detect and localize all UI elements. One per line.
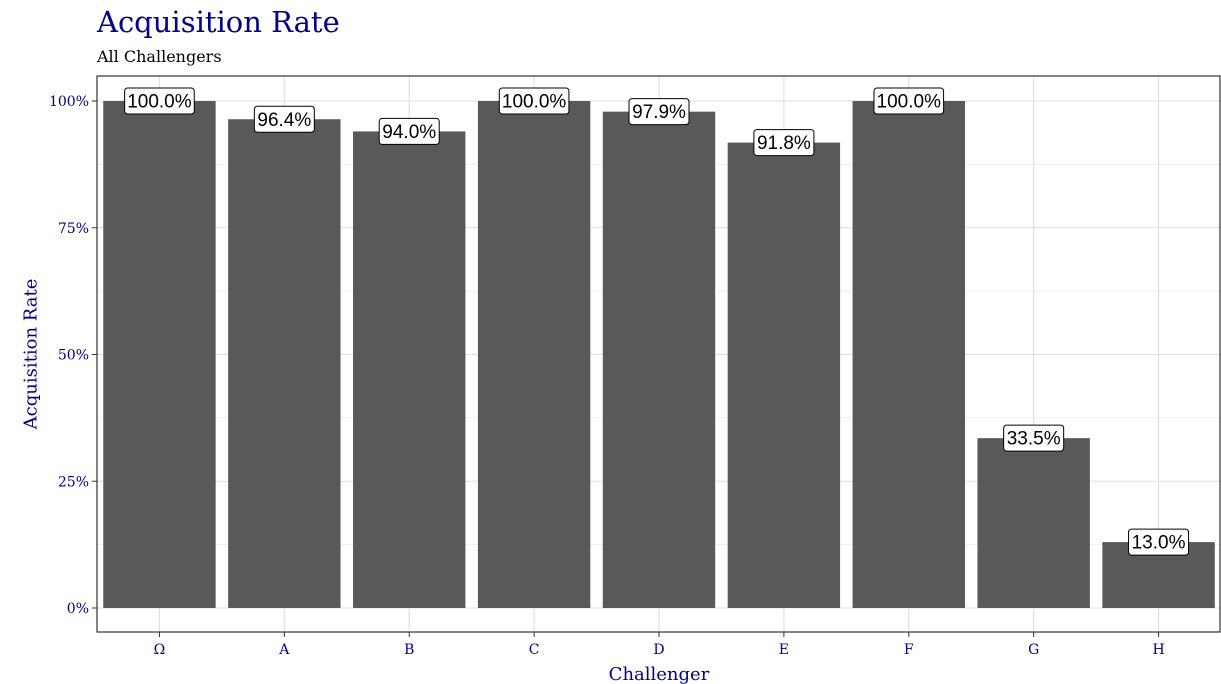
bar <box>727 142 841 608</box>
x-tick-label: F <box>904 642 914 658</box>
data-label: 94.0% <box>382 122 436 143</box>
chart-subtitle: All Challengers <box>96 47 222 66</box>
data-label-box <box>124 87 195 115</box>
y-tick-label: 0% <box>67 601 89 617</box>
x-tick-label: G <box>1028 642 1039 658</box>
chart-title: Acquisition Rate <box>96 5 340 39</box>
bar <box>353 131 466 609</box>
y-axis-title: Acquisition Rate <box>20 279 41 431</box>
x-tick-label: H <box>1152 642 1164 658</box>
data-label: 100.0% <box>502 92 567 113</box>
bar <box>602 111 716 608</box>
x-axis-title: Challenger <box>609 664 710 684</box>
bar <box>103 101 216 608</box>
x-tick-label: D <box>653 642 664 658</box>
data-label-box <box>253 105 315 133</box>
y-tick-label: 75% <box>58 221 89 237</box>
data-label-box <box>498 87 570 115</box>
data-label: 33.5% <box>1007 429 1061 450</box>
x-tick-label: B <box>404 642 414 658</box>
data-label: 13.0% <box>1132 533 1186 554</box>
data-label-box <box>1128 528 1190 556</box>
plot-area: 100.0% 96.4% 94.0% 100.0% 97.9% 91.8% 100.0% 33… <box>49 75 1221 658</box>
data-label: 100.0% <box>127 92 192 113</box>
data-label: 100.0% <box>877 92 942 113</box>
bar <box>977 438 1090 608</box>
data-label-box <box>873 87 945 115</box>
x-tick-label: A <box>278 642 290 658</box>
bar <box>228 119 341 608</box>
data-label-box <box>1003 424 1065 452</box>
y-tick-label: 25% <box>58 474 89 490</box>
y-tick-label: 50% <box>58 348 89 364</box>
x-tick-label: C <box>529 642 540 658</box>
bar <box>477 101 591 608</box>
data-label: 91.8% <box>757 133 811 154</box>
bar <box>852 101 965 608</box>
data-label-box <box>628 98 690 126</box>
data-label-box <box>378 117 440 145</box>
data-label: 97.9% <box>632 102 686 123</box>
data-label-box <box>753 129 815 157</box>
x-tick-label: Ω <box>154 642 166 658</box>
y-tick-label: 100% <box>49 94 89 110</box>
data-label: 96.4% <box>257 110 311 131</box>
x-tick-label: E <box>779 642 789 658</box>
